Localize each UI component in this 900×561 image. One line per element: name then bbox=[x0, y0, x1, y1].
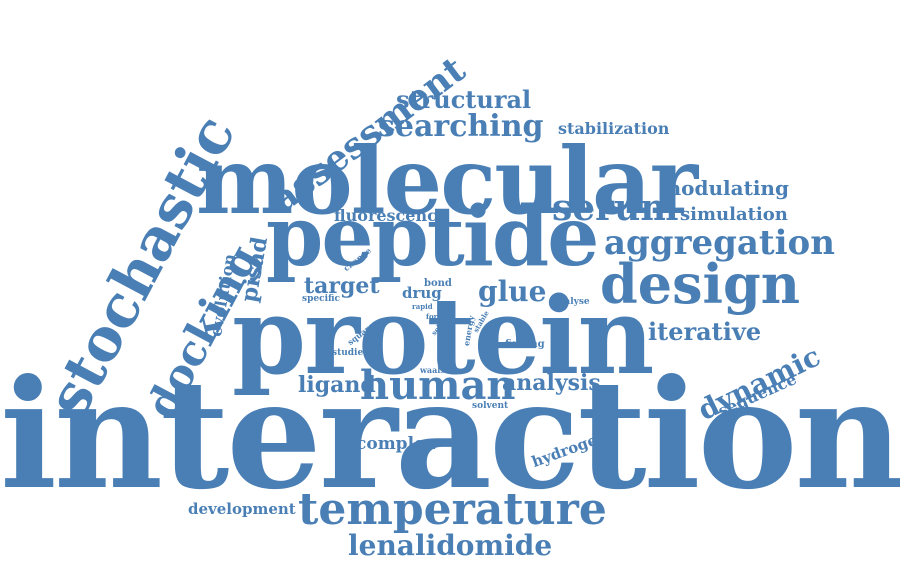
word-force: force bbox=[426, 313, 446, 320]
word-development: development bbox=[188, 502, 296, 517]
word-specific: specific bbox=[302, 295, 340, 304]
word-aggregation: aggregation bbox=[604, 226, 835, 260]
word-complex: complex bbox=[356, 436, 435, 453]
word-finding: finding bbox=[505, 340, 545, 350]
word-analysis: analysis bbox=[502, 372, 601, 394]
word-temperature: temperature bbox=[298, 488, 607, 532]
word-waals: waals bbox=[420, 366, 445, 374]
word-iterative: iterative bbox=[648, 320, 761, 344]
word-analyse: analyse bbox=[552, 298, 590, 307]
word-searching: searching bbox=[378, 112, 543, 142]
word-fluorescence: fluorescence bbox=[334, 208, 447, 224]
word-structural: structural bbox=[396, 88, 531, 112]
word-ligand: ligand bbox=[298, 374, 376, 396]
word-solvent: solvent bbox=[472, 402, 508, 411]
word-modulating: modulating bbox=[660, 178, 789, 198]
word-studies: studies bbox=[332, 349, 368, 358]
word-bond: bond bbox=[424, 279, 452, 289]
word-glue: glue bbox=[478, 278, 546, 306]
word-lenalidomide: lenalidomide bbox=[348, 532, 552, 560]
word-design: design bbox=[600, 257, 800, 311]
word-simulation: simulation bbox=[680, 206, 788, 224]
word-rapid: rapid bbox=[412, 303, 433, 310]
word-stabilization: stabilization bbox=[558, 121, 669, 137]
